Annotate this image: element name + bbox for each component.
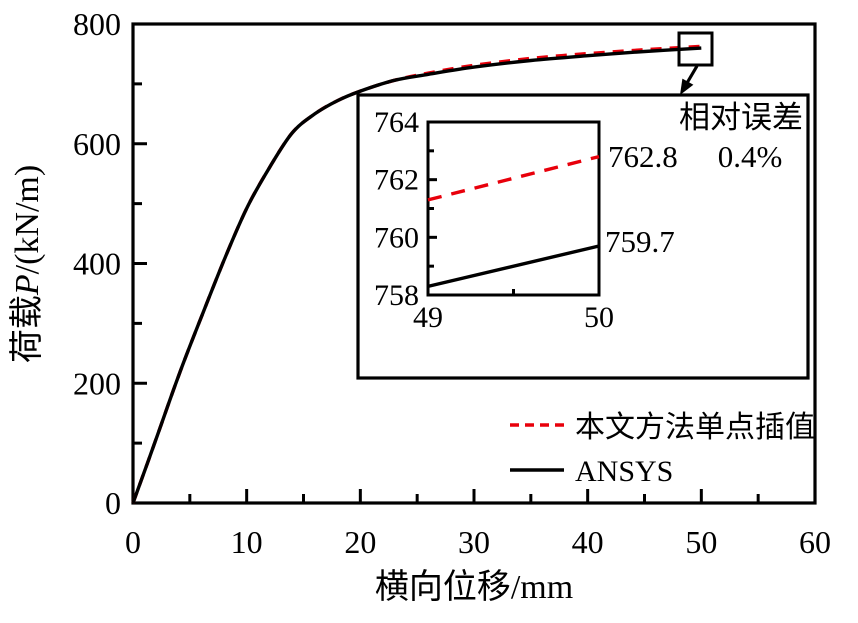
inset-y-tick-label: 758 [374, 279, 419, 312]
inset-container-box [356, 93, 810, 380]
x-tick-label: 30 [458, 524, 490, 560]
legend: 本文方法单点插值 ANSYS [510, 411, 815, 488]
x-tick-label: 60 [799, 524, 831, 560]
legend-label-ansys: ANSYS [575, 455, 673, 488]
y-axis-label-prefix: 荷载 [8, 295, 46, 363]
x-axis-ticks: 0 10 20 30 40 50 60 [125, 489, 831, 560]
y-axis-label: 荷载P/(kN/m) [8, 165, 46, 363]
x-tick-label: 50 [685, 524, 717, 560]
y-tick-label: 600 [73, 126, 121, 162]
inset-end-label-proposed: 762.8 [608, 139, 678, 174]
relative-error-value: 0.4% [718, 139, 783, 174]
zoom-arrow-line [685, 65, 699, 84]
legend-label-proposed-method: 本文方法单点插值 [575, 411, 815, 444]
inset-y-tick-label: 762 [374, 164, 419, 197]
relative-error-label: 相对误差 [679, 100, 803, 135]
inset-y-tick-label: 760 [374, 221, 419, 254]
y-tick-label: 400 [73, 246, 121, 282]
inset-series-ansys-line [427, 244, 600, 289]
inset-x-tick-label: 49 [413, 301, 443, 334]
y-tick-label: 0 [105, 485, 121, 521]
inset-end-label-ansys: 759.7 [605, 224, 675, 259]
inset-series-proposed-method-line [427, 154, 600, 202]
inset-x-tick-label: 50 [584, 301, 614, 334]
x-tick-label: 20 [344, 524, 376, 560]
inset-y-tick-label: 764 [374, 106, 419, 139]
zoom-source-box [677, 31, 714, 67]
series-ansys-line [131, 46, 702, 504]
zoom-arrow-head-icon [680, 78, 694, 95]
y-tick-label: 200 [73, 365, 121, 401]
x-tick-label: 40 [572, 524, 604, 560]
y-axis-ticks: 0 200 400 600 800 [73, 6, 147, 521]
inset-y-axis-ticks: 758 760 762 764 [374, 106, 437, 312]
y-tick-label: 800 [73, 6, 121, 42]
x-tick-label: 0 [125, 524, 141, 560]
y-axis-label-unit: /(kN/m) [9, 165, 46, 275]
x-tick-label: 10 [231, 524, 263, 560]
x-axis-label: 横向位移/mm [375, 568, 573, 606]
inset-x-axis-ticks: 49 50 [413, 286, 614, 334]
y-axis-label-symbol: P [9, 274, 46, 296]
